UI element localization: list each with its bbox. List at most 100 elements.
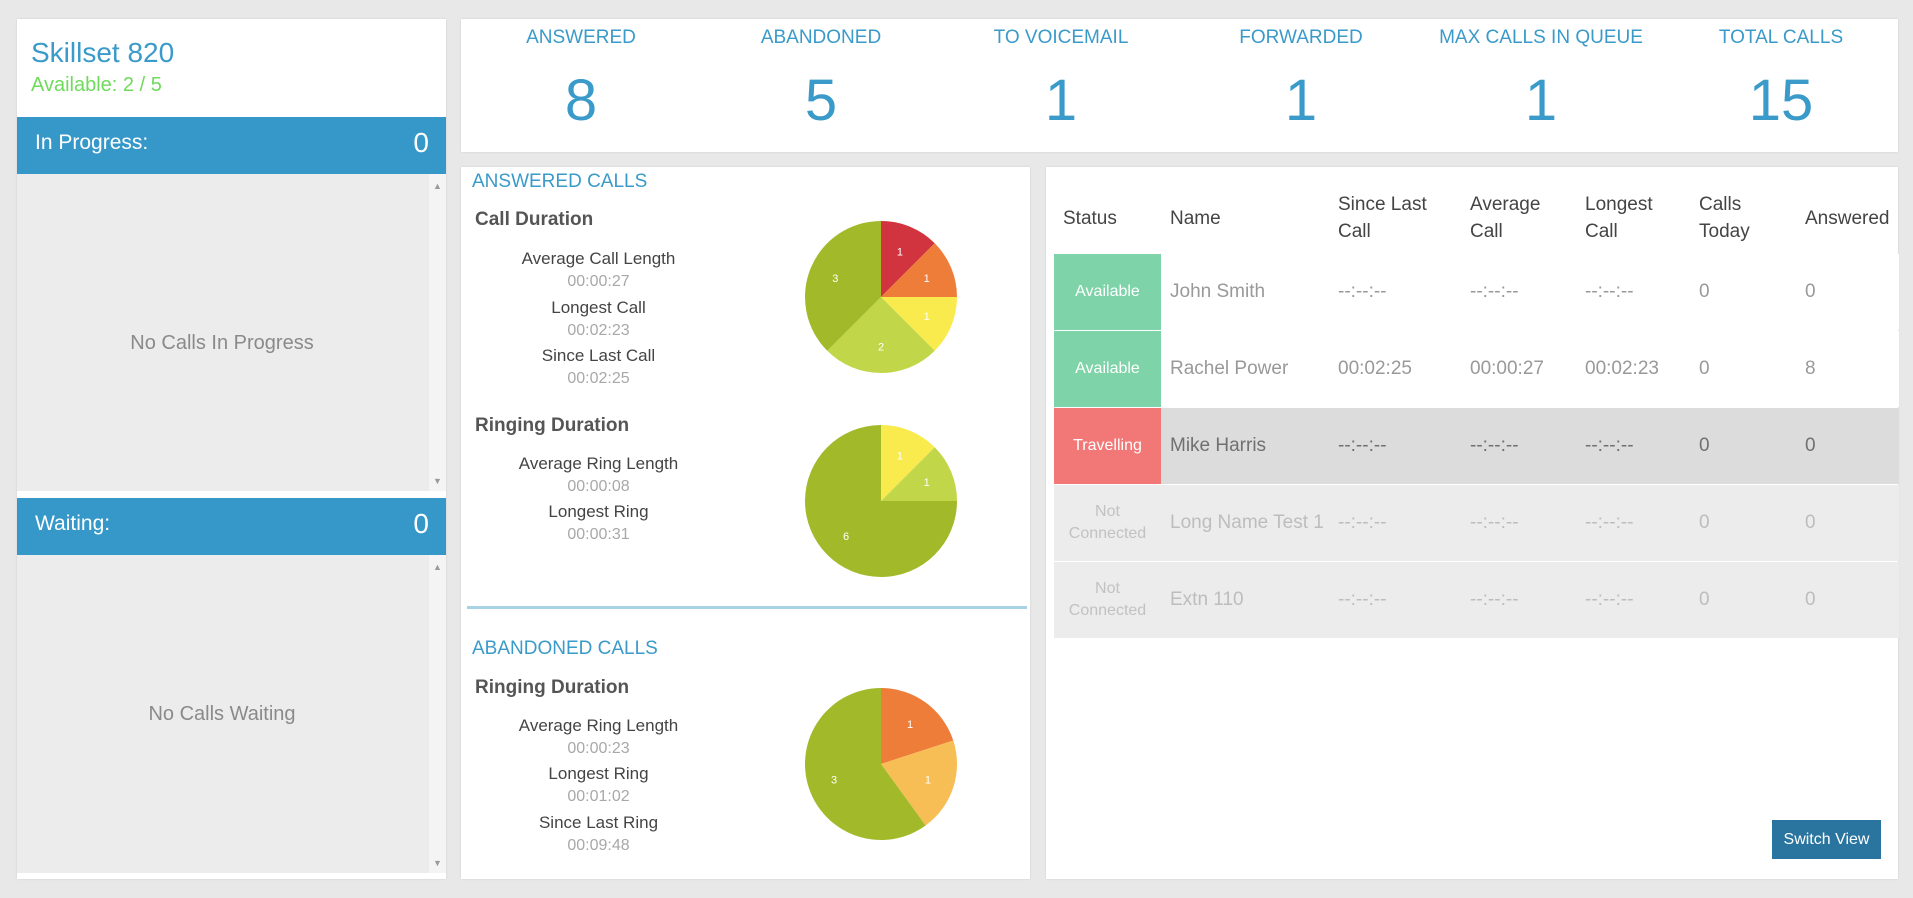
- pie-slice-label: 3: [831, 774, 837, 786]
- cell-longest: --:--:--: [1585, 589, 1634, 610]
- header-since-last-call: Since Last Call: [1338, 191, 1427, 245]
- metric-label: Since Last Call: [541, 346, 656, 365]
- stat-value: 5: [804, 68, 838, 133]
- in-progress-header: In Progress: 0: [17, 117, 446, 174]
- cell-calls-today: 0: [1699, 512, 1710, 533]
- header-line: Call: [1338, 221, 1371, 242]
- table-row[interactable]: Available John Smith --:--:-- --:--:-- --:--…: [1054, 254, 1899, 330]
- cell-answered: 0: [1805, 435, 1816, 456]
- pie-slice-label: 1: [897, 246, 903, 258]
- cell-longest: --:--:--: [1585, 512, 1634, 533]
- call-duration-title: Call Duration: [475, 209, 594, 230]
- status-badge: Not Connected: [1054, 562, 1161, 638]
- pie-slice-label: 1: [924, 311, 930, 323]
- answered-ringing-duration-pie-chart: 1 1 6: [805, 425, 957, 577]
- agents-panel: Status Name Since Last Call Average Call…: [1046, 167, 1899, 879]
- header-status: Status: [1063, 208, 1117, 229]
- pie-slice: [881, 297, 957, 351]
- table-row[interactable]: Not Connected Long Name Test 1 --:--:-- --:…: [1054, 485, 1899, 561]
- in-progress-label: In Progress:: [35, 131, 149, 154]
- stat-label: TOTAL CALLS: [1718, 27, 1844, 48]
- waiting-empty-text: No Calls Waiting: [148, 703, 296, 725]
- metric-label: Longest Ring: [548, 764, 649, 783]
- cell-answered: 0: [1805, 589, 1816, 610]
- metric-value: 00:00:31: [567, 526, 630, 543]
- abandoned-calls-title: ABANDONED CALLS: [472, 638, 658, 659]
- header-line: Call: [1585, 221, 1618, 242]
- stat-value: 1: [1524, 68, 1558, 133]
- cell-longest: --:--:--: [1585, 281, 1634, 302]
- skillset-panel: Skillset 820 Available: 2 / 5 In Progres…: [17, 19, 446, 879]
- header-calls-today: Calls Today: [1699, 191, 1750, 245]
- pie-slice-label: 1: [907, 719, 913, 731]
- abandoned-ringing-duration-pie-chart: 1 1 3: [805, 688, 957, 840]
- scroll-up-icon[interactable]: ▲: [433, 181, 442, 191]
- cell-answered: 0: [1805, 512, 1816, 533]
- scroll-down-icon[interactable]: ▼: [433, 858, 442, 868]
- header-name: Name: [1170, 208, 1221, 229]
- pie-slice: [805, 688, 926, 840]
- abandoned-ringing-duration-title: Ringing Duration: [475, 677, 630, 698]
- metric-label: Longest Ring: [548, 502, 649, 521]
- skillset-title: Skillset 820: [31, 37, 175, 68]
- cell-since-last: --:--:--: [1338, 435, 1387, 456]
- waiting-list[interactable]: No Calls Waiting ▲ ▼: [17, 555, 446, 873]
- stat-label: ANSWERED: [526, 27, 636, 48]
- status-badge: Available: [1054, 331, 1161, 407]
- cell-average: --:--:--: [1470, 435, 1519, 456]
- metric-value: 00:02:23: [567, 322, 630, 339]
- waiting-count: 0: [413, 508, 429, 539]
- pie-slice: [881, 425, 935, 501]
- waiting-label: Waiting:: [35, 512, 111, 535]
- metric-value: 00:02:25: [567, 370, 630, 387]
- cell-longest: --:--:--: [1585, 435, 1634, 456]
- switch-view-button[interactable]: Switch View: [1772, 820, 1881, 859]
- cell-name: Extn 110: [1170, 589, 1244, 610]
- waiting-scrollbar[interactable]: ▲ ▼: [429, 555, 446, 873]
- pie-slice: [827, 297, 935, 373]
- header-answered: Answered: [1805, 208, 1890, 229]
- header-average-call: Average Call: [1470, 191, 1540, 245]
- cell-calls-today: 0: [1699, 435, 1710, 456]
- call-duration-pie-chart: 1 1 1 2 3: [805, 221, 957, 373]
- pie-slice-label: 6: [843, 531, 849, 543]
- waiting-header: Waiting: 0: [17, 498, 446, 555]
- metric-value: 00:09:48: [567, 837, 630, 854]
- skillset-availability: Available: 2 / 5: [31, 74, 162, 96]
- pie-slice-label: 1: [925, 774, 931, 786]
- table-row[interactable]: Available Rachel Power 00:02:25 00:00:27 00:…: [1054, 331, 1899, 407]
- stat-label: MAX CALLS IN QUEUE: [1439, 27, 1643, 48]
- metric-value: 00:00:08: [567, 478, 630, 495]
- stat-value: 8: [564, 68, 598, 133]
- cell-since-last: --:--:--: [1338, 512, 1387, 533]
- pie-slice-label: 1: [897, 450, 903, 462]
- in-progress-list[interactable]: No Calls In Progress ▲ ▼: [17, 174, 446, 491]
- cell-average: --:--:--: [1470, 512, 1519, 533]
- pie-slice: [881, 221, 935, 297]
- scroll-up-icon[interactable]: ▲: [433, 562, 442, 572]
- metric-label: Average Call Length: [521, 249, 676, 268]
- stat-label: ABANDONED: [760, 27, 882, 48]
- pie-slice: [881, 243, 957, 297]
- pie-slice: [805, 425, 957, 577]
- scroll-down-icon[interactable]: ▼: [433, 476, 442, 486]
- status-badge: Available: [1054, 254, 1161, 330]
- cell-since-last: --:--:--: [1338, 589, 1387, 610]
- metric-value: 00:00:27: [567, 273, 630, 290]
- table-row[interactable]: Not Connected Extn 110 --:--:-- --:--:-- --:…: [1054, 562, 1899, 638]
- in-progress-empty-text: No Calls In Progress: [130, 332, 314, 354]
- in-progress-scrollbar[interactable]: ▲ ▼: [429, 174, 446, 491]
- cell-name: Long Name Test 1: [1170, 512, 1324, 533]
- header-line: Average: [1470, 194, 1541, 215]
- metric-label: Since Last Ring: [538, 813, 659, 832]
- header-line: Today: [1699, 221, 1750, 242]
- table-row[interactable]: Travelling Mike Harris --:--:-- --:--:-- --:…: [1054, 408, 1899, 484]
- stat-value: 15: [1748, 68, 1814, 133]
- cell-average: --:--:--: [1470, 281, 1519, 302]
- pie-slice: [805, 221, 881, 351]
- cell-answered: 8: [1805, 358, 1816, 379]
- cell-calls-today: 0: [1699, 358, 1710, 379]
- cell-name: Mike Harris: [1170, 435, 1267, 456]
- header-line: Call: [1470, 221, 1503, 242]
- cell-average: 00:00:27: [1470, 358, 1544, 379]
